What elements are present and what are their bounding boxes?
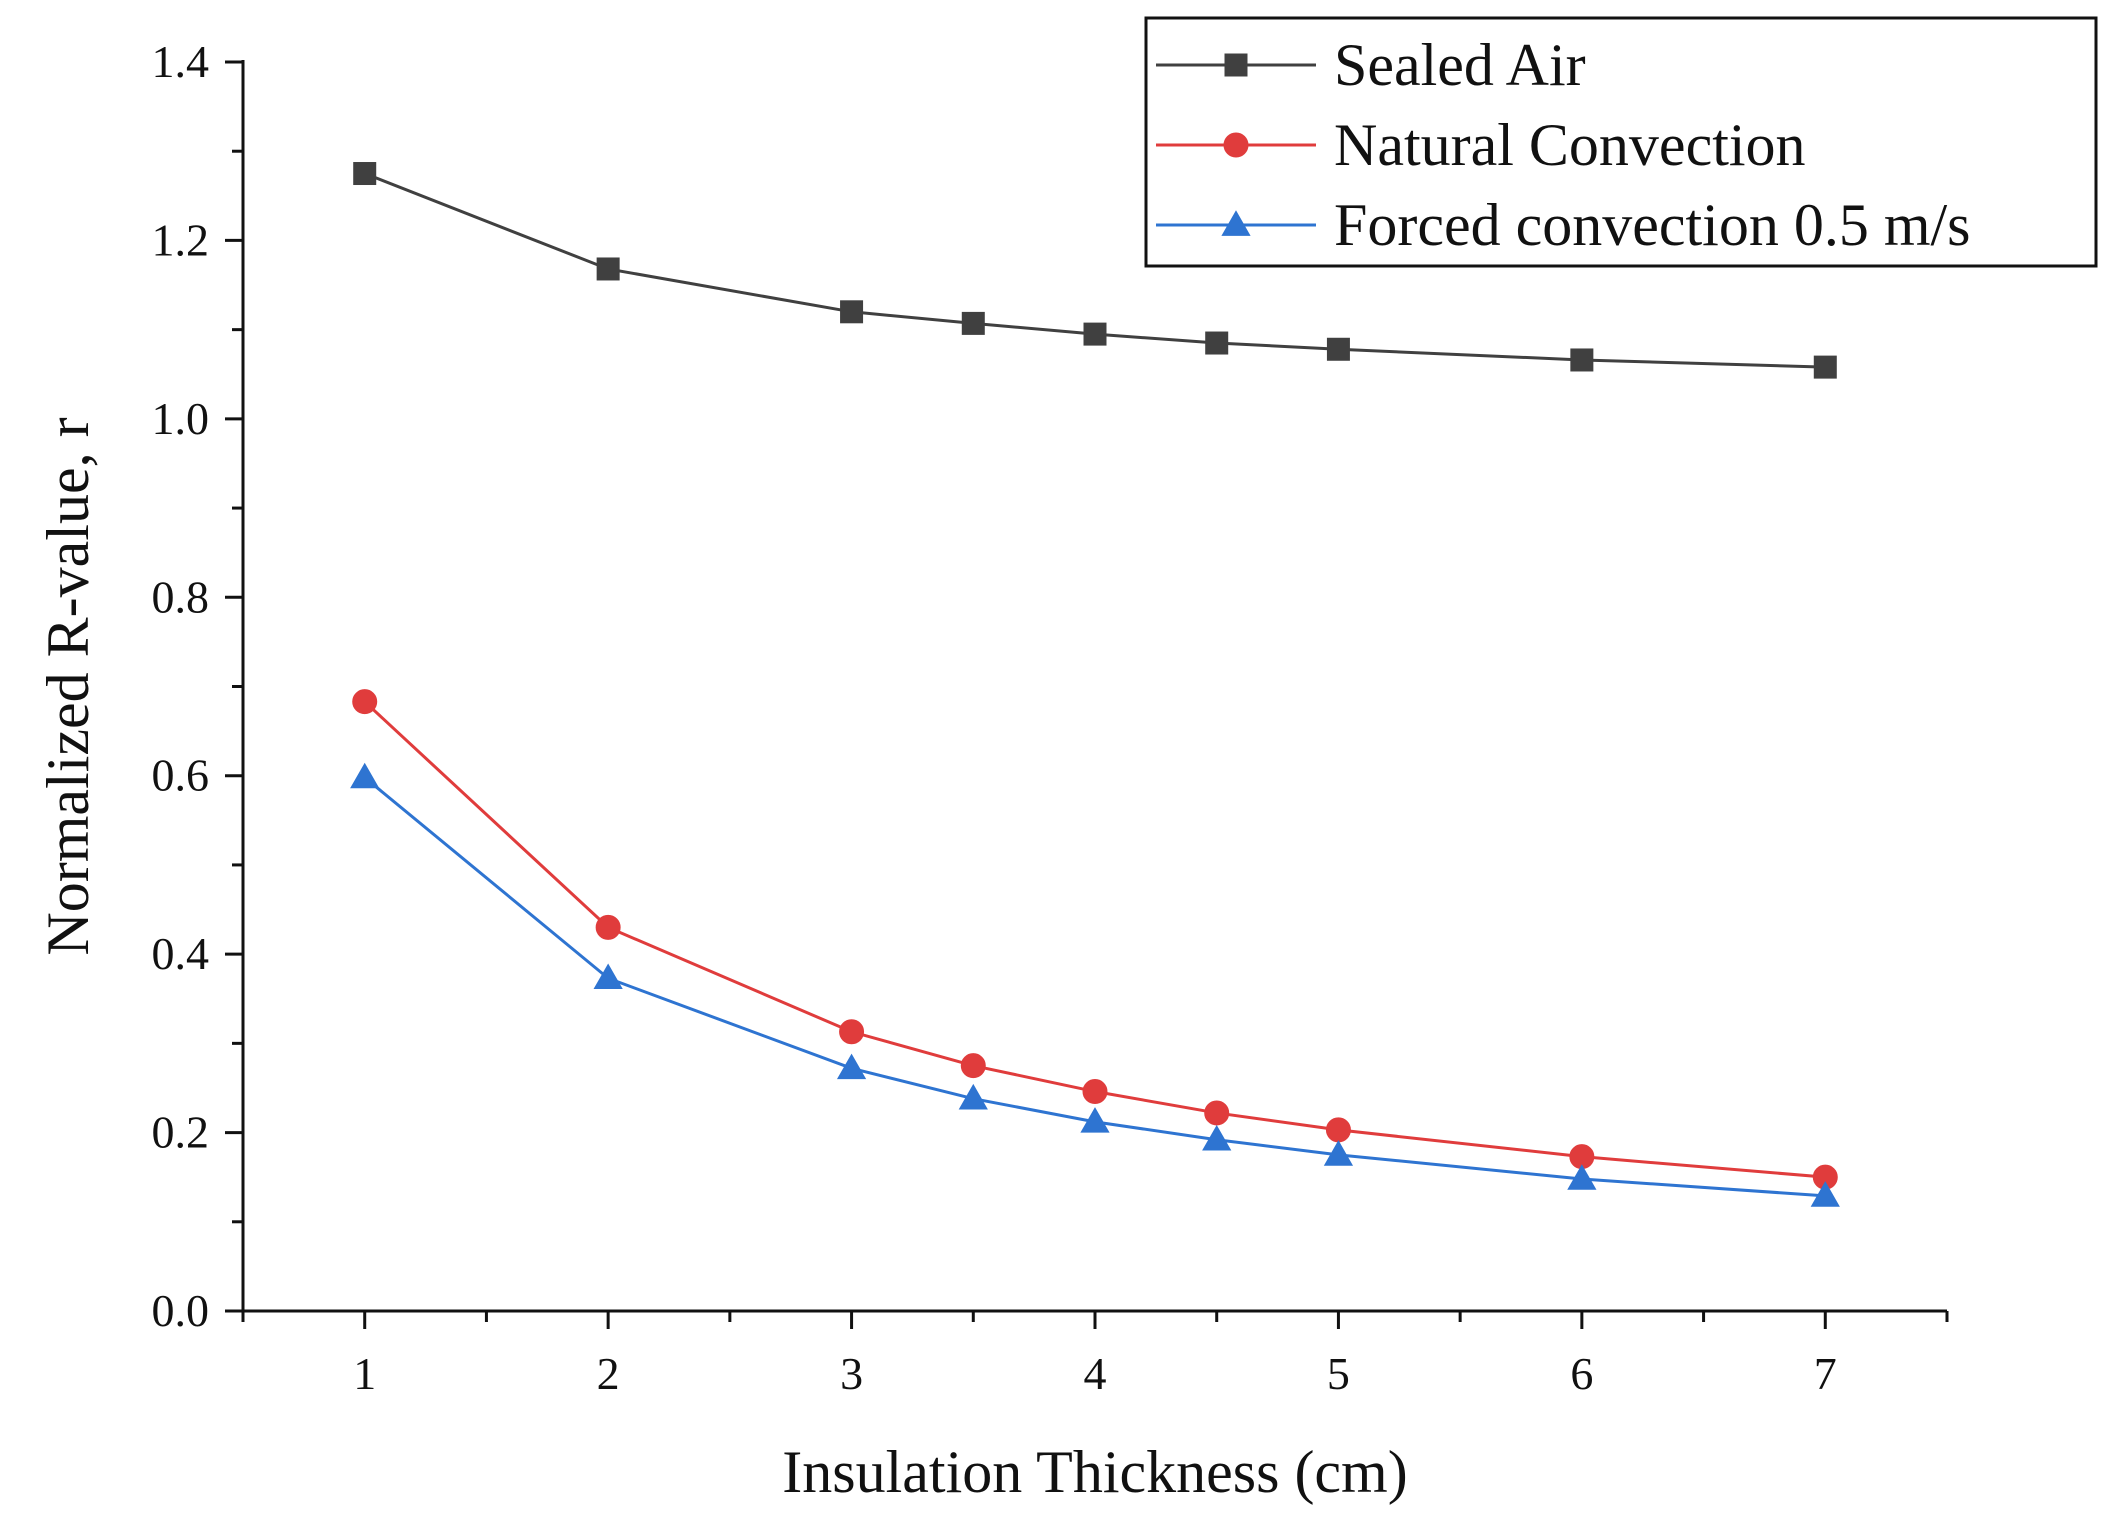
y-tick-label: 0.8 xyxy=(152,571,210,622)
legend: Sealed Air Natural Convection Forced conve… xyxy=(1144,16,2098,268)
legend-marker xyxy=(1223,132,1249,158)
legend-marker xyxy=(1224,53,1248,77)
legend-item: Sealed Air xyxy=(1156,32,1586,98)
legend-label: Forced convection 0.5 m/s xyxy=(1334,192,1971,258)
data-point xyxy=(350,762,380,789)
legend-label: Natural Convection xyxy=(1334,112,1806,178)
x-tick-label: 2 xyxy=(597,1348,620,1399)
data-point xyxy=(596,257,620,281)
legend-item: Natural Convection xyxy=(1156,112,1806,178)
x-tick-label: 4 xyxy=(1084,1348,1107,1399)
data-point xyxy=(1083,322,1107,346)
data-point xyxy=(1813,355,1837,379)
legend-label: Sealed Air xyxy=(1334,32,1586,98)
x-tick-label: 7 xyxy=(1814,1348,1837,1399)
x-tick-label: 5 xyxy=(1327,1348,1350,1399)
data-point xyxy=(1202,1124,1232,1151)
legend-marker xyxy=(1221,210,1251,236)
y-tick-label: 0.2 xyxy=(152,1107,210,1158)
data-point xyxy=(840,300,864,324)
y-tick-label: 0.0 xyxy=(152,1285,210,1336)
y-tick-label: 1.4 xyxy=(152,36,210,87)
legend-item: Forced convection 0.5 m/s xyxy=(1156,192,1971,258)
data-point xyxy=(595,914,621,940)
data-point xyxy=(958,1083,988,1110)
series-1 xyxy=(353,162,1837,379)
series-3 xyxy=(350,762,1840,1207)
x-tick-label: 3 xyxy=(840,1348,863,1399)
y-tick-label: 1.0 xyxy=(152,393,210,444)
data-point xyxy=(1204,1100,1230,1126)
data-point xyxy=(961,311,985,335)
y-axis-title: Normalized R-value, r xyxy=(35,417,101,955)
data-point xyxy=(1326,337,1350,361)
y-tick-label: 1.2 xyxy=(152,214,210,265)
x-tick-label: 1 xyxy=(353,1348,376,1399)
series-layer xyxy=(350,162,1840,1207)
y-tick-label: 0.6 xyxy=(152,750,210,801)
data-point xyxy=(839,1019,865,1045)
data-point xyxy=(1567,1164,1597,1190)
y-tick-label: 0.4 xyxy=(152,928,210,979)
data-point xyxy=(1205,331,1229,355)
data-point xyxy=(1810,1181,1840,1207)
x-tick-label: 6 xyxy=(1570,1348,1593,1399)
axes: 1 2 3 4 5 6 7 0.0 0.2 0.4 0.6 0.8 1.0 1.2 1.4 xyxy=(152,36,1949,1399)
data-point xyxy=(1082,1079,1108,1105)
x-axis-title: Insulation Thickness (cm) xyxy=(782,1439,1407,1505)
data-point xyxy=(353,162,377,186)
data-point xyxy=(1323,1140,1354,1166)
series-2 xyxy=(352,689,1838,1190)
data-point xyxy=(960,1053,986,1079)
data-point xyxy=(352,689,378,715)
data-point xyxy=(1325,1117,1351,1143)
data-point xyxy=(836,1053,867,1080)
data-point xyxy=(1570,348,1594,372)
data-point xyxy=(1080,1107,1110,1133)
data-point xyxy=(593,963,623,990)
